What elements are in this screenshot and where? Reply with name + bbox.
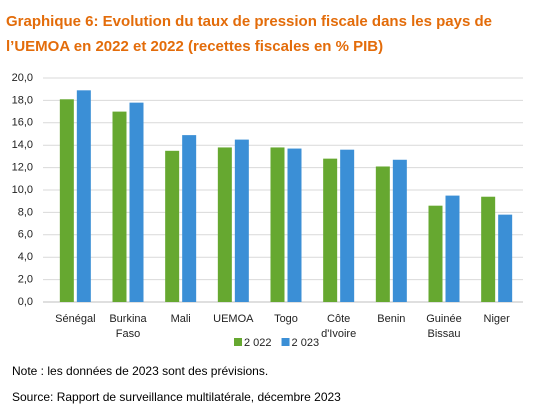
bar — [323, 158, 338, 302]
x-tick-label: Burkina Faso — [109, 313, 147, 340]
bar — [112, 111, 127, 302]
bar — [340, 149, 355, 302]
x-tick-label: Benin — [377, 313, 405, 325]
bar — [498, 214, 513, 302]
bar — [217, 147, 232, 302]
bar — [392, 159, 407, 302]
bar — [76, 90, 91, 302]
bar — [287, 148, 302, 302]
y-tick-label: 18,0 — [12, 94, 33, 106]
bar — [445, 195, 460, 302]
bar — [165, 150, 180, 302]
x-tick-label: Côte d'Ivoire — [321, 313, 356, 340]
legend-label: 2 022 — [244, 337, 272, 349]
x-tick-label: Guinée Bissau — [426, 313, 461, 340]
bar — [234, 139, 249, 302]
y-tick-label: 20,0 — [12, 72, 33, 84]
bar — [59, 99, 74, 302]
bar — [481, 196, 496, 302]
y-tick-label: 12,0 — [12, 162, 33, 174]
legend-swatch — [281, 338, 290, 346]
x-tick-label: Sénégal — [55, 313, 95, 325]
bar — [375, 166, 390, 302]
y-tick-label: 14,0 — [12, 139, 33, 151]
legend-swatch — [234, 338, 242, 346]
bar — [129, 102, 144, 302]
chart-title: l’UEMOA en 2022 et 2022 (recettes fiscal… — [6, 38, 383, 55]
y-tick-label: 0,0 — [18, 296, 33, 308]
legend-label: 2 023 — [292, 337, 320, 349]
y-tick-label: 4,0 — [18, 251, 33, 263]
bar — [182, 135, 197, 302]
note: Note : les données de 2023 sont des prév… — [12, 364, 268, 378]
y-tick-label: 16,0 — [12, 117, 33, 129]
y-tick-label: 8,0 — [18, 206, 33, 218]
x-tick-label: Mali — [171, 313, 191, 325]
bar — [428, 205, 443, 302]
x-tick-label: Niger — [484, 313, 511, 325]
source: Source: Rapport de surveillance multilat… — [12, 390, 341, 404]
y-tick-label: 2,0 — [18, 274, 33, 286]
x-tick-label: Togo — [274, 313, 298, 325]
x-tick-label: UEMOA — [213, 313, 254, 325]
y-tick-label: 10,0 — [12, 184, 33, 196]
chart-title: Graphique 6: Evolution du taux de pressi… — [6, 13, 492, 30]
y-tick-label: 6,0 — [18, 229, 33, 241]
bar — [270, 147, 285, 302]
